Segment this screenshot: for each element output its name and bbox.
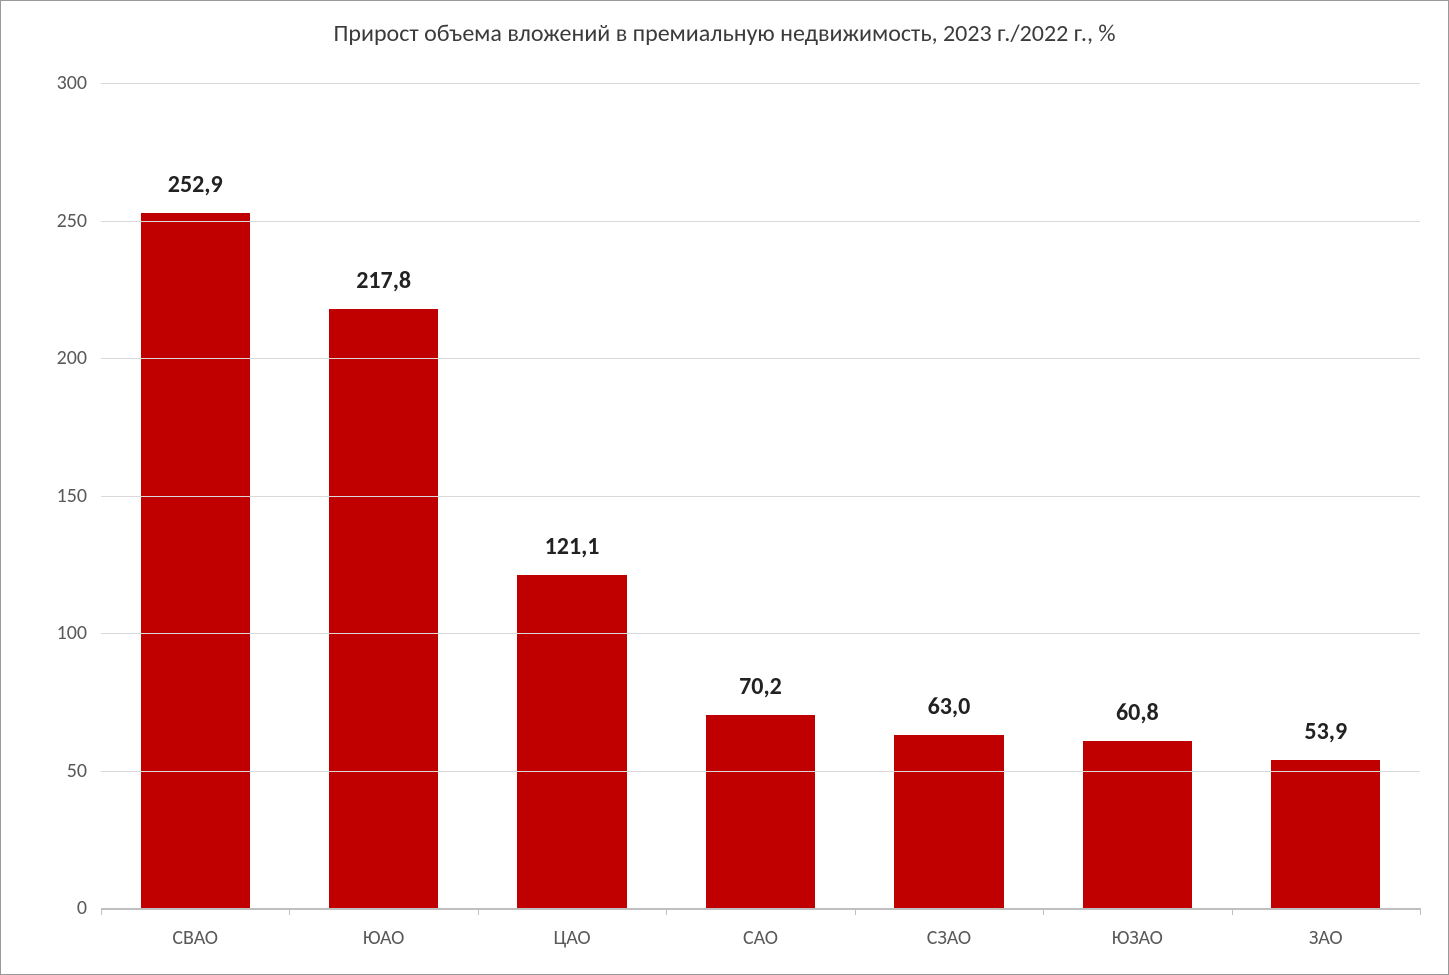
bar-value-label: 252,9 bbox=[168, 170, 223, 199]
x-tick-mark bbox=[101, 908, 102, 915]
y-tick-label: 100 bbox=[57, 621, 101, 645]
bar bbox=[517, 575, 626, 908]
gridline bbox=[101, 221, 1420, 222]
gridline bbox=[101, 771, 1420, 772]
bar-value-label: 121,1 bbox=[545, 532, 600, 561]
y-tick-label: 0 bbox=[77, 896, 101, 920]
bar bbox=[1083, 741, 1192, 908]
y-tick-label: 50 bbox=[67, 759, 101, 783]
gridline bbox=[101, 908, 1420, 910]
bar-value-label: 63,0 bbox=[928, 692, 971, 721]
x-tick-mark bbox=[289, 908, 290, 915]
x-tick-label: ЮЗАО bbox=[1112, 908, 1163, 950]
bar-value-label: 70,2 bbox=[739, 672, 782, 701]
bar bbox=[706, 715, 815, 908]
x-tick-mark bbox=[478, 908, 479, 915]
x-tick-mark bbox=[1420, 908, 1421, 915]
bar-value-label: 60,8 bbox=[1116, 698, 1159, 727]
bar-value-label: 217,8 bbox=[356, 266, 411, 295]
bar bbox=[894, 735, 1003, 908]
plot-area: 252,9СВАО217,8ЮАО121,1ЦАО70,2САО63,0СЗАО… bbox=[101, 83, 1420, 908]
x-tick-mark bbox=[1043, 908, 1044, 915]
chart-title: Прирост объема вложений в премиальную не… bbox=[1, 19, 1448, 48]
x-tick-mark bbox=[666, 908, 667, 915]
x-tick-label: САО bbox=[743, 908, 778, 950]
gridline bbox=[101, 633, 1420, 634]
y-tick-label: 150 bbox=[57, 484, 101, 508]
x-tick-label: СВАО bbox=[172, 908, 218, 950]
y-tick-label: 200 bbox=[57, 346, 101, 370]
y-tick-label: 300 bbox=[57, 71, 101, 95]
x-tick-label: ЗАО bbox=[1309, 908, 1343, 950]
x-tick-label: ЮАО bbox=[363, 908, 404, 950]
x-tick-mark bbox=[855, 908, 856, 915]
x-tick-label: ЦАО bbox=[553, 908, 590, 950]
gridline bbox=[101, 358, 1420, 359]
bar bbox=[1271, 760, 1380, 908]
gridline bbox=[101, 83, 1420, 84]
gridline bbox=[101, 496, 1420, 497]
x-tick-mark bbox=[1232, 908, 1233, 915]
y-tick-label: 250 bbox=[57, 209, 101, 233]
bar bbox=[141, 213, 250, 908]
bar-value-label: 53,9 bbox=[1304, 717, 1347, 746]
bar bbox=[329, 309, 438, 908]
chart-container: Прирост объема вложений в премиальную не… bbox=[0, 0, 1449, 975]
x-tick-label: СЗАО bbox=[927, 908, 971, 950]
